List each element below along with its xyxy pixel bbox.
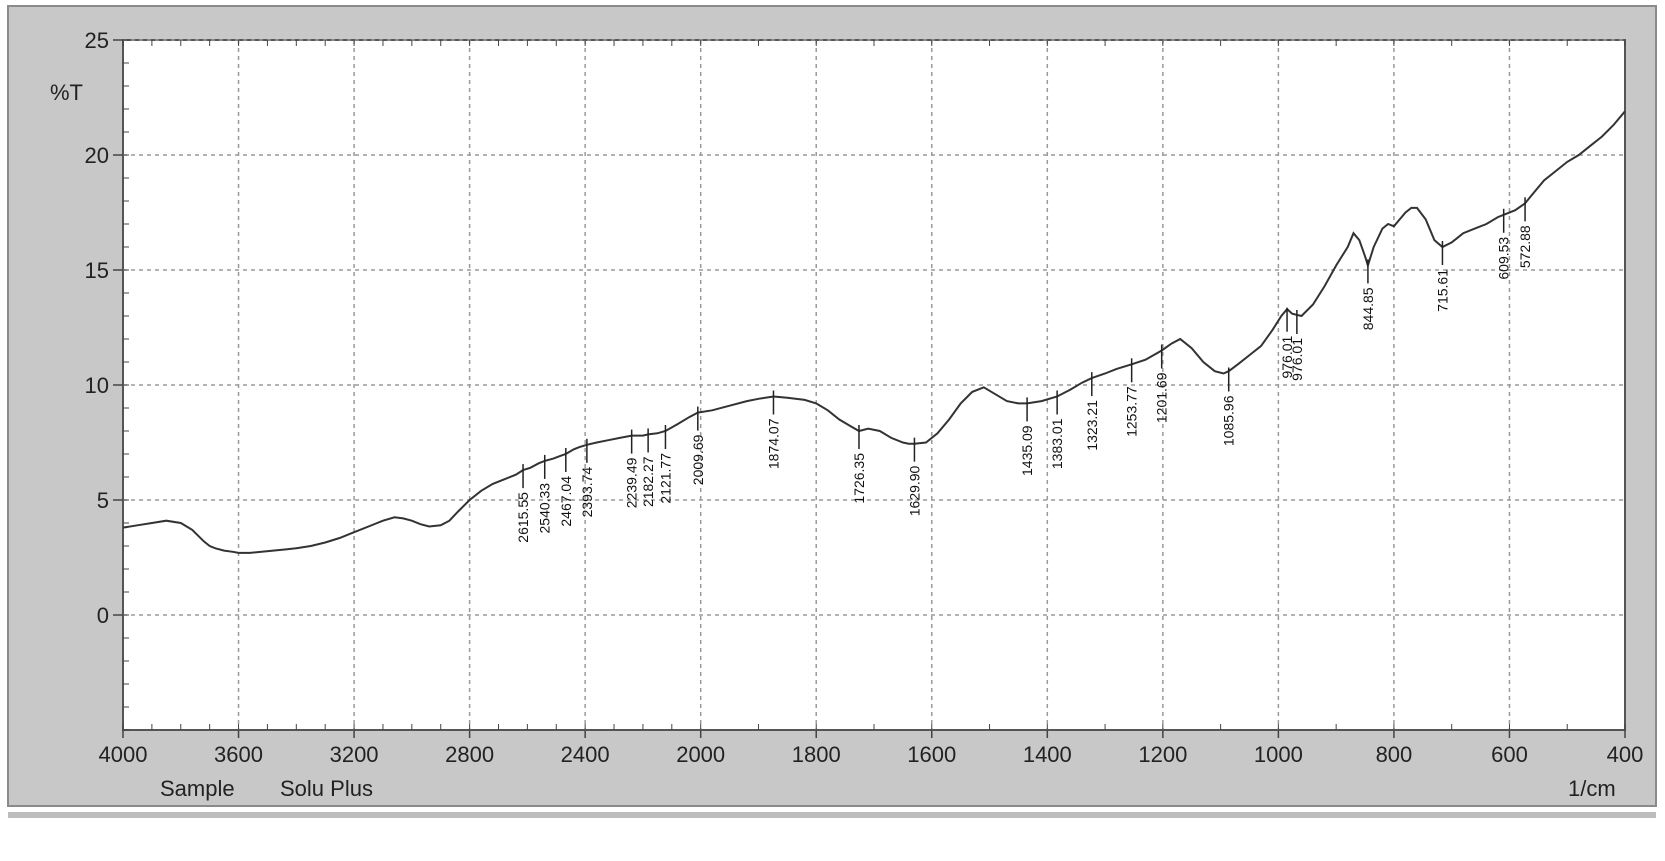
y-axis-title: %T xyxy=(50,80,83,105)
footer-sample-label: Sample xyxy=(160,776,235,801)
x-tick-label: 400 xyxy=(1607,742,1644,767)
peak-label: 1201.69 xyxy=(1154,372,1170,423)
peak-label: 1435.09 xyxy=(1019,425,1035,476)
x-tick-label: 4000 xyxy=(99,742,148,767)
x-tick-label: 1000 xyxy=(1254,742,1303,767)
peak-label: 2467.04 xyxy=(558,476,574,527)
x-tick-label: 3600 xyxy=(214,742,263,767)
peak-label: 1629.90 xyxy=(906,465,922,516)
x-tick-label: 1800 xyxy=(792,742,841,767)
peak-label: 2393.74 xyxy=(579,467,595,518)
x-tick-label: 1400 xyxy=(1023,742,1072,767)
peak-label: 2182.27 xyxy=(640,456,656,507)
peak-label: 715.61 xyxy=(1434,269,1450,312)
status-strip xyxy=(8,812,1656,818)
footer-solu-plus-label: Solu Plus xyxy=(280,776,373,801)
x-tick-label: 2000 xyxy=(676,742,725,767)
y-tick-label: 5 xyxy=(97,488,109,513)
x-axis-title: 1/cm xyxy=(1568,776,1616,801)
spectrum-line xyxy=(122,110,1626,554)
peak-label: 2540.33 xyxy=(537,483,553,534)
x-tick-label: 2400 xyxy=(561,742,610,767)
x-tick-label: 800 xyxy=(1376,742,1413,767)
peak-label: 1726.35 xyxy=(851,453,867,504)
x-tick-label: 1200 xyxy=(1138,742,1187,767)
peak-label: 844.85 xyxy=(1360,287,1376,330)
y-tick-label: 15 xyxy=(85,258,109,283)
peak-label: 2009.69 xyxy=(690,434,706,485)
peak-label: 976.01 xyxy=(1289,338,1305,381)
peak-label: 609.53 xyxy=(1496,237,1512,280)
x-tick-label: 600 xyxy=(1491,742,1528,767)
x-tick-label: 1600 xyxy=(907,742,956,767)
peak-label: 1874.07 xyxy=(765,418,781,469)
peak-annotations: 2615.55 2540.33 2467.04 2393.74 2239.49 2182.… xyxy=(515,197,1533,543)
peak-label: 1323.21 xyxy=(1084,400,1100,451)
y-tick-label: 20 xyxy=(85,143,109,168)
peak-label: 976.01 xyxy=(1279,335,1295,378)
peak-label: 2615.55 xyxy=(515,492,531,543)
y-tick-label: 10 xyxy=(85,373,109,398)
axes: 4000 3600 3200 2800 2400 2000 1800 1600 1400 1200… xyxy=(85,28,1644,767)
peak-label: 2239.49 xyxy=(624,457,640,508)
x-tick-label: 2800 xyxy=(445,742,494,767)
y-tick-label: 25 xyxy=(85,28,109,53)
y-tick-label: 0 xyxy=(97,603,109,628)
peak-label: 1383.01 xyxy=(1049,418,1065,469)
x-tick-label: 3200 xyxy=(330,742,379,767)
grid-lines xyxy=(123,39,1625,730)
peak-label: 1253.77 xyxy=(1124,386,1140,437)
peak-label: 572.88 xyxy=(1517,225,1533,268)
peak-label: 2121.77 xyxy=(657,453,673,504)
peak-label: 1085.96 xyxy=(1221,395,1237,446)
